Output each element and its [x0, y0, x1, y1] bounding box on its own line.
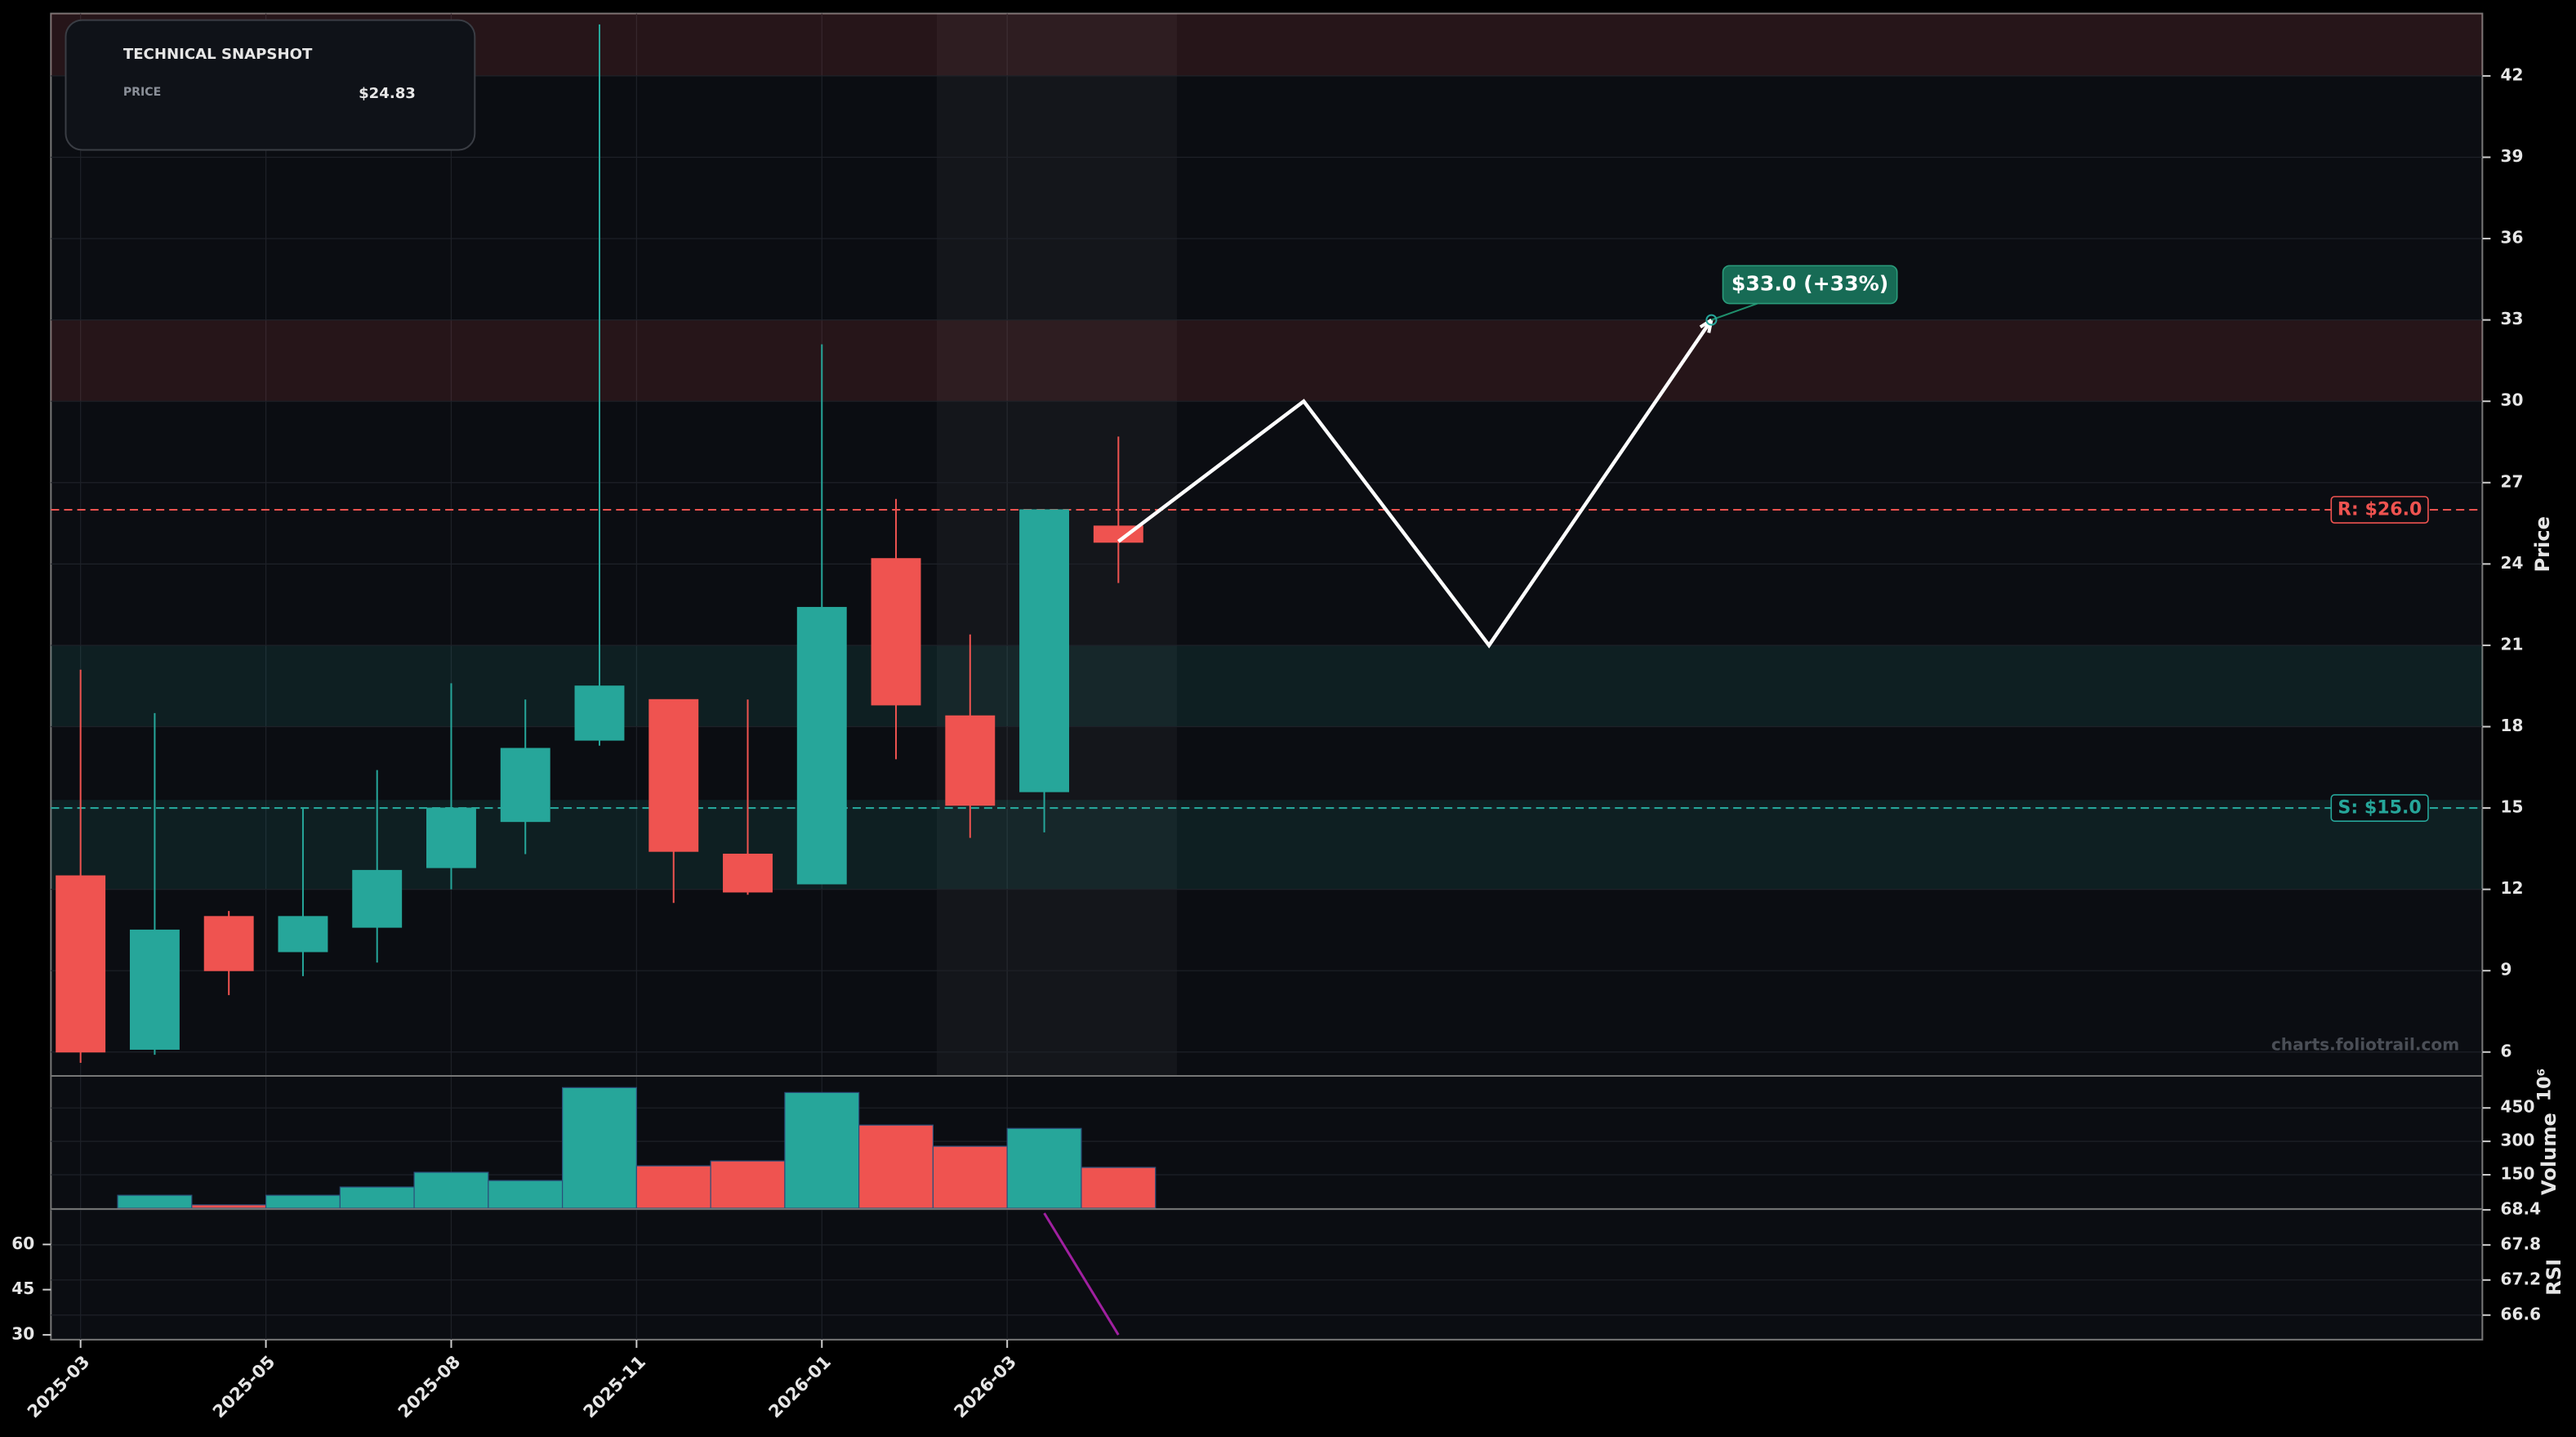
- resistance-label: R: $26.0: [2338, 498, 2422, 520]
- candle-body: [574, 685, 625, 741]
- candle-body: [871, 558, 921, 706]
- candle-body: [278, 916, 328, 953]
- target-leader: [1711, 302, 1758, 321]
- volume-bar: [413, 1171, 489, 1209]
- candle-body: [129, 929, 180, 1050]
- watermark: charts.foliotrail.com: [2271, 1034, 2459, 1054]
- y-tick-label: 36: [2500, 228, 2523, 248]
- volume-bar: [784, 1091, 860, 1209]
- y-tick-label: 12: [2500, 878, 2523, 898]
- zone: [51, 319, 2483, 402]
- candle-body: [723, 853, 773, 893]
- y-tick-label: 60: [11, 1234, 34, 1253]
- candle-body: [500, 748, 550, 823]
- y-axis-label: RSI: [2543, 1259, 2565, 1296]
- x-tick-label: 2026-03: [950, 1351, 1020, 1421]
- y2-tick-label: 68.4: [2500, 1198, 2541, 1218]
- x-tick-label: 2025-03: [23, 1351, 93, 1421]
- candle-body: [945, 715, 996, 806]
- candle-body: [796, 606, 847, 885]
- snapshot-label: PRICE: [123, 86, 161, 99]
- y-tick-label: 21: [2500, 634, 2523, 654]
- y2-tick-label: 67.8: [2500, 1234, 2541, 1253]
- x-tick-label: 2025-05: [208, 1351, 279, 1421]
- x-tick-label: 2025-08: [394, 1351, 464, 1421]
- y-tick-label: 24: [2500, 553, 2523, 573]
- support-label: S: $15.0: [2338, 797, 2421, 819]
- snapshot-box: [65, 19, 476, 151]
- x-tick-label: 2025-11: [579, 1351, 649, 1421]
- volume-bar: [710, 1160, 786, 1209]
- y-tick-label: 33: [2500, 309, 2523, 328]
- axis-multiplier: 10⁶: [2534, 1069, 2555, 1101]
- y-tick-label: 18: [2500, 716, 2523, 735]
- y-tick-label: 30: [11, 1323, 34, 1343]
- volume-bar: [635, 1165, 711, 1209]
- candle-body: [648, 698, 699, 852]
- y-tick-label: 300: [2500, 1131, 2534, 1150]
- volume-bar: [1081, 1167, 1157, 1209]
- target-box: [1722, 265, 1898, 305]
- y2-tick-label: 66.6: [2500, 1304, 2541, 1323]
- target-point: [1705, 314, 1718, 326]
- x-tick-label: 2026-01: [764, 1351, 835, 1421]
- volume-bar: [488, 1180, 564, 1209]
- y-tick-label: 45: [11, 1279, 34, 1298]
- resistance-label-box: [2330, 496, 2429, 524]
- volume-bar: [932, 1145, 1008, 1209]
- target-label: $33.0 (+33%): [1731, 271, 1888, 295]
- volume-bar: [339, 1186, 415, 1209]
- y-tick-label: 9: [2500, 960, 2511, 980]
- snapshot: TECHNICAL SNAPSHOT PRICE $24.83: [65, 19, 476, 151]
- candle-body: [203, 916, 254, 971]
- candle-body: [56, 875, 106, 1053]
- volume-bar: [265, 1194, 341, 1209]
- zone: [51, 800, 2483, 890]
- y2-tick-label: 67.2: [2500, 1269, 2541, 1288]
- support-label-box: [2330, 794, 2429, 822]
- y-tick-label: 150: [2500, 1164, 2534, 1184]
- y-tick-label: 30: [2500, 390, 2523, 410]
- y-axis-label: Volume: [2538, 1113, 2560, 1195]
- volume-bar: [562, 1087, 637, 1209]
- volume-bar: [1006, 1127, 1082, 1209]
- rsi-line: [1043, 1212, 1120, 1336]
- zone: [51, 645, 2483, 727]
- candle-body: [352, 869, 403, 928]
- projection-line: [1116, 319, 1714, 649]
- volume-bar: [117, 1194, 193, 1209]
- y-tick-label: 42: [2500, 65, 2523, 84]
- y-axis-label: Price: [2531, 516, 2554, 573]
- candle-body: [426, 807, 476, 868]
- plot-background: [50, 12, 2484, 1341]
- volume-bar: [191, 1204, 267, 1209]
- arrow-head: [1699, 318, 1714, 333]
- y-tick-label: 15: [2500, 797, 2523, 817]
- y-tick-label: 27: [2500, 471, 2523, 491]
- y-tick-label: 6: [2500, 1041, 2511, 1060]
- candle-body: [1019, 509, 1070, 792]
- y-tick-label: 450: [2500, 1097, 2534, 1117]
- snapshot-value: $24.83: [359, 85, 416, 102]
- y-tick-label: 39: [2500, 146, 2523, 166]
- snapshot-title: TECHNICAL SNAPSHOT: [123, 46, 313, 63]
- volume-bar: [858, 1124, 934, 1209]
